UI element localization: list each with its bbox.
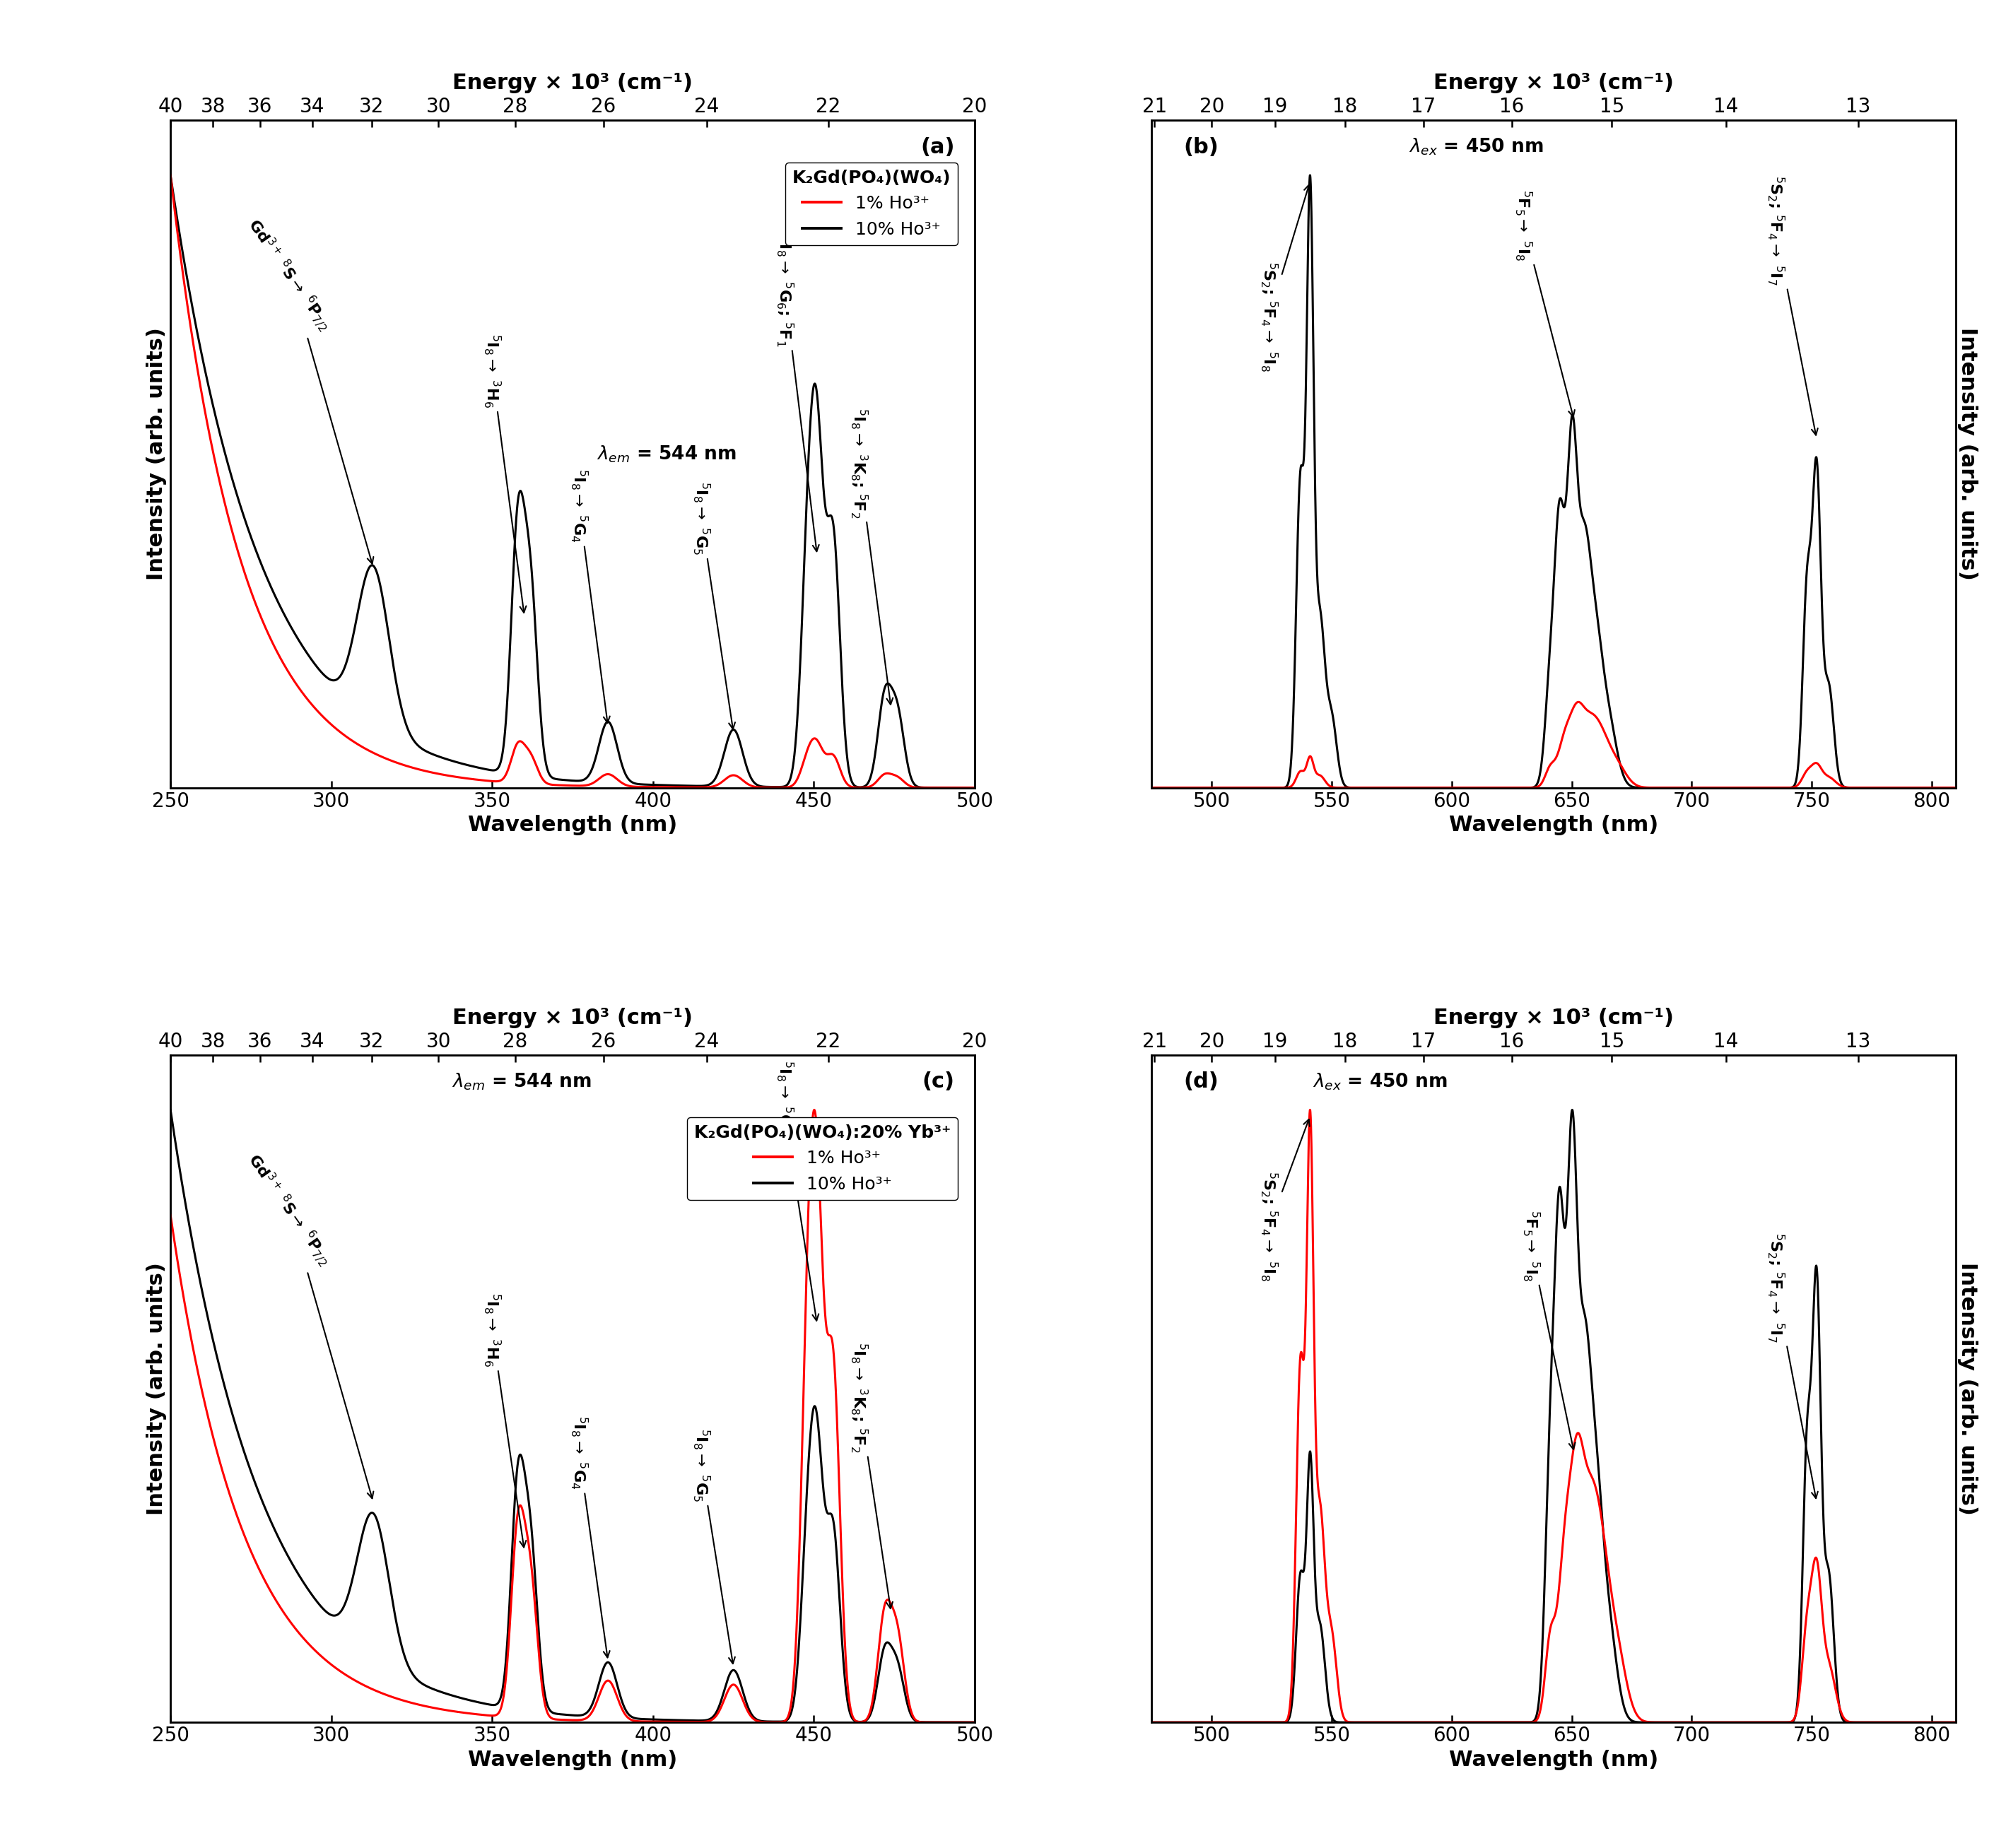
Text: $^5$I$_8$$\rightarrow$ $^5$G$_4$: $^5$I$_8$$\rightarrow$ $^5$G$_4$ — [570, 1416, 610, 1658]
Text: $\lambda_{ex}$ = 450 nm: $\lambda_{ex}$ = 450 nm — [1408, 137, 1545, 157]
Text: $\lambda_{em}$ = 544 nm: $\lambda_{em}$ = 544 nm — [596, 444, 736, 464]
Text: $^5$I$_8$$\rightarrow$ $^5$G$_5$: $^5$I$_8$$\rightarrow$ $^5$G$_5$ — [692, 1429, 734, 1663]
Legend: 1% Ho³⁺, 10% Ho³⁺: 1% Ho³⁺, 10% Ho³⁺ — [686, 1116, 957, 1199]
Text: $^5$I$_8$$\rightarrow$ $^3$H$_6$: $^5$I$_8$$\rightarrow$ $^3$H$_6$ — [481, 1294, 526, 1547]
Text: $^5$I$_8$$\rightarrow$ $^3$H$_6$: $^5$I$_8$$\rightarrow$ $^3$H$_6$ — [481, 334, 526, 614]
X-axis label: Energy × 10³ (cm⁻¹): Energy × 10³ (cm⁻¹) — [1434, 1007, 1673, 1027]
Text: $^5$S$_2$; $^5$F$_4$$\rightarrow$ $^5$I$_7$: $^5$S$_2$; $^5$F$_4$$\rightarrow$ $^5$I$… — [1765, 176, 1817, 434]
Y-axis label: Intensity (arb. units): Intensity (arb. units) — [1958, 327, 1978, 580]
Text: $^5$I$_8$$\rightarrow$ $^3$K$_8$; $^5$F$_2$: $^5$I$_8$$\rightarrow$ $^3$K$_8$; $^5$F$… — [849, 1342, 893, 1608]
X-axis label: Energy × 10³ (cm⁻¹): Energy × 10³ (cm⁻¹) — [1434, 72, 1673, 92]
Text: $^5$I$_8$$\rightarrow$ $^5$G$_4$: $^5$I$_8$$\rightarrow$ $^5$G$_4$ — [570, 469, 610, 723]
Text: $^5$F$_5$$\rightarrow$ $^5$I$_8$: $^5$F$_5$$\rightarrow$ $^5$I$_8$ — [1515, 188, 1575, 418]
X-axis label: Energy × 10³ (cm⁻¹): Energy × 10³ (cm⁻¹) — [453, 1007, 692, 1027]
Text: $\lambda_{em}$ = 544 nm: $\lambda_{em}$ = 544 nm — [451, 1072, 592, 1092]
Text: $^5$I$_8$$\rightarrow$ $^5$G$_5$: $^5$I$_8$$\rightarrow$ $^5$G$_5$ — [692, 480, 734, 728]
Text: $^5$S$_2$; $^5$F$_4$$\rightarrow$ $^5$I$_8$: $^5$S$_2$; $^5$F$_4$$\rightarrow$ $^5$I$… — [1260, 1120, 1310, 1281]
Text: (d): (d) — [1184, 1072, 1220, 1092]
Text: $^5$S$_2$; $^5$F$_4$$\rightarrow$ $^5$I$_7$: $^5$S$_2$; $^5$F$_4$$\rightarrow$ $^5$I$… — [1765, 1233, 1817, 1499]
Text: Gd$^{3+}$ $^8$S$\rightarrow$ $^6$P$_{7/2}$: Gd$^{3+}$ $^8$S$\rightarrow$ $^6$P$_{7/2… — [243, 214, 373, 564]
Text: $^5$I$_8$$\rightarrow$ $^3$K$_8$; $^5$F$_2$: $^5$I$_8$$\rightarrow$ $^3$K$_8$; $^5$F$… — [849, 408, 893, 704]
Y-axis label: Intensity (arb. units): Intensity (arb. units) — [146, 1262, 166, 1515]
Text: $^5$I$_8$$\rightarrow$ $^5$G$_6$; $^5$F$_1$: $^5$I$_8$$\rightarrow$ $^5$G$_6$; $^5$F$… — [774, 1059, 818, 1321]
X-axis label: Wavelength (nm): Wavelength (nm) — [467, 815, 678, 835]
Text: (c): (c) — [923, 1072, 955, 1092]
Text: Gd$^{3+}$ $^8$S$\rightarrow$ $^6$P$_{7/2}$: Gd$^{3+}$ $^8$S$\rightarrow$ $^6$P$_{7/2… — [243, 1149, 373, 1499]
Y-axis label: Intensity (arb. units): Intensity (arb. units) — [146, 327, 166, 580]
Text: $^5$S$_2$; $^5$F$_4$$\rightarrow$ $^5$I$_8$: $^5$S$_2$; $^5$F$_4$$\rightarrow$ $^5$I$… — [1260, 185, 1310, 371]
X-axis label: Wavelength (nm): Wavelength (nm) — [467, 1750, 678, 1770]
X-axis label: Wavelength (nm): Wavelength (nm) — [1448, 815, 1659, 835]
Text: (a): (a) — [921, 137, 955, 157]
Text: $^5$I$_8$$\rightarrow$ $^5$G$_6$; $^5$F$_1$: $^5$I$_8$$\rightarrow$ $^5$G$_6$; $^5$F$… — [774, 235, 818, 551]
X-axis label: Wavelength (nm): Wavelength (nm) — [1448, 1750, 1659, 1770]
X-axis label: Energy × 10³ (cm⁻¹): Energy × 10³ (cm⁻¹) — [453, 72, 692, 92]
Legend: 1% Ho³⁺, 10% Ho³⁺: 1% Ho³⁺, 10% Ho³⁺ — [784, 163, 957, 246]
Text: (b): (b) — [1184, 137, 1220, 157]
Text: $^5$F$_5$$\rightarrow$ $^5$I$_8$: $^5$F$_5$$\rightarrow$ $^5$I$_8$ — [1521, 1210, 1575, 1449]
Y-axis label: Intensity (arb. units): Intensity (arb. units) — [1958, 1262, 1978, 1515]
Text: $\lambda_{ex}$ = 450 nm: $\lambda_{ex}$ = 450 nm — [1312, 1072, 1446, 1092]
